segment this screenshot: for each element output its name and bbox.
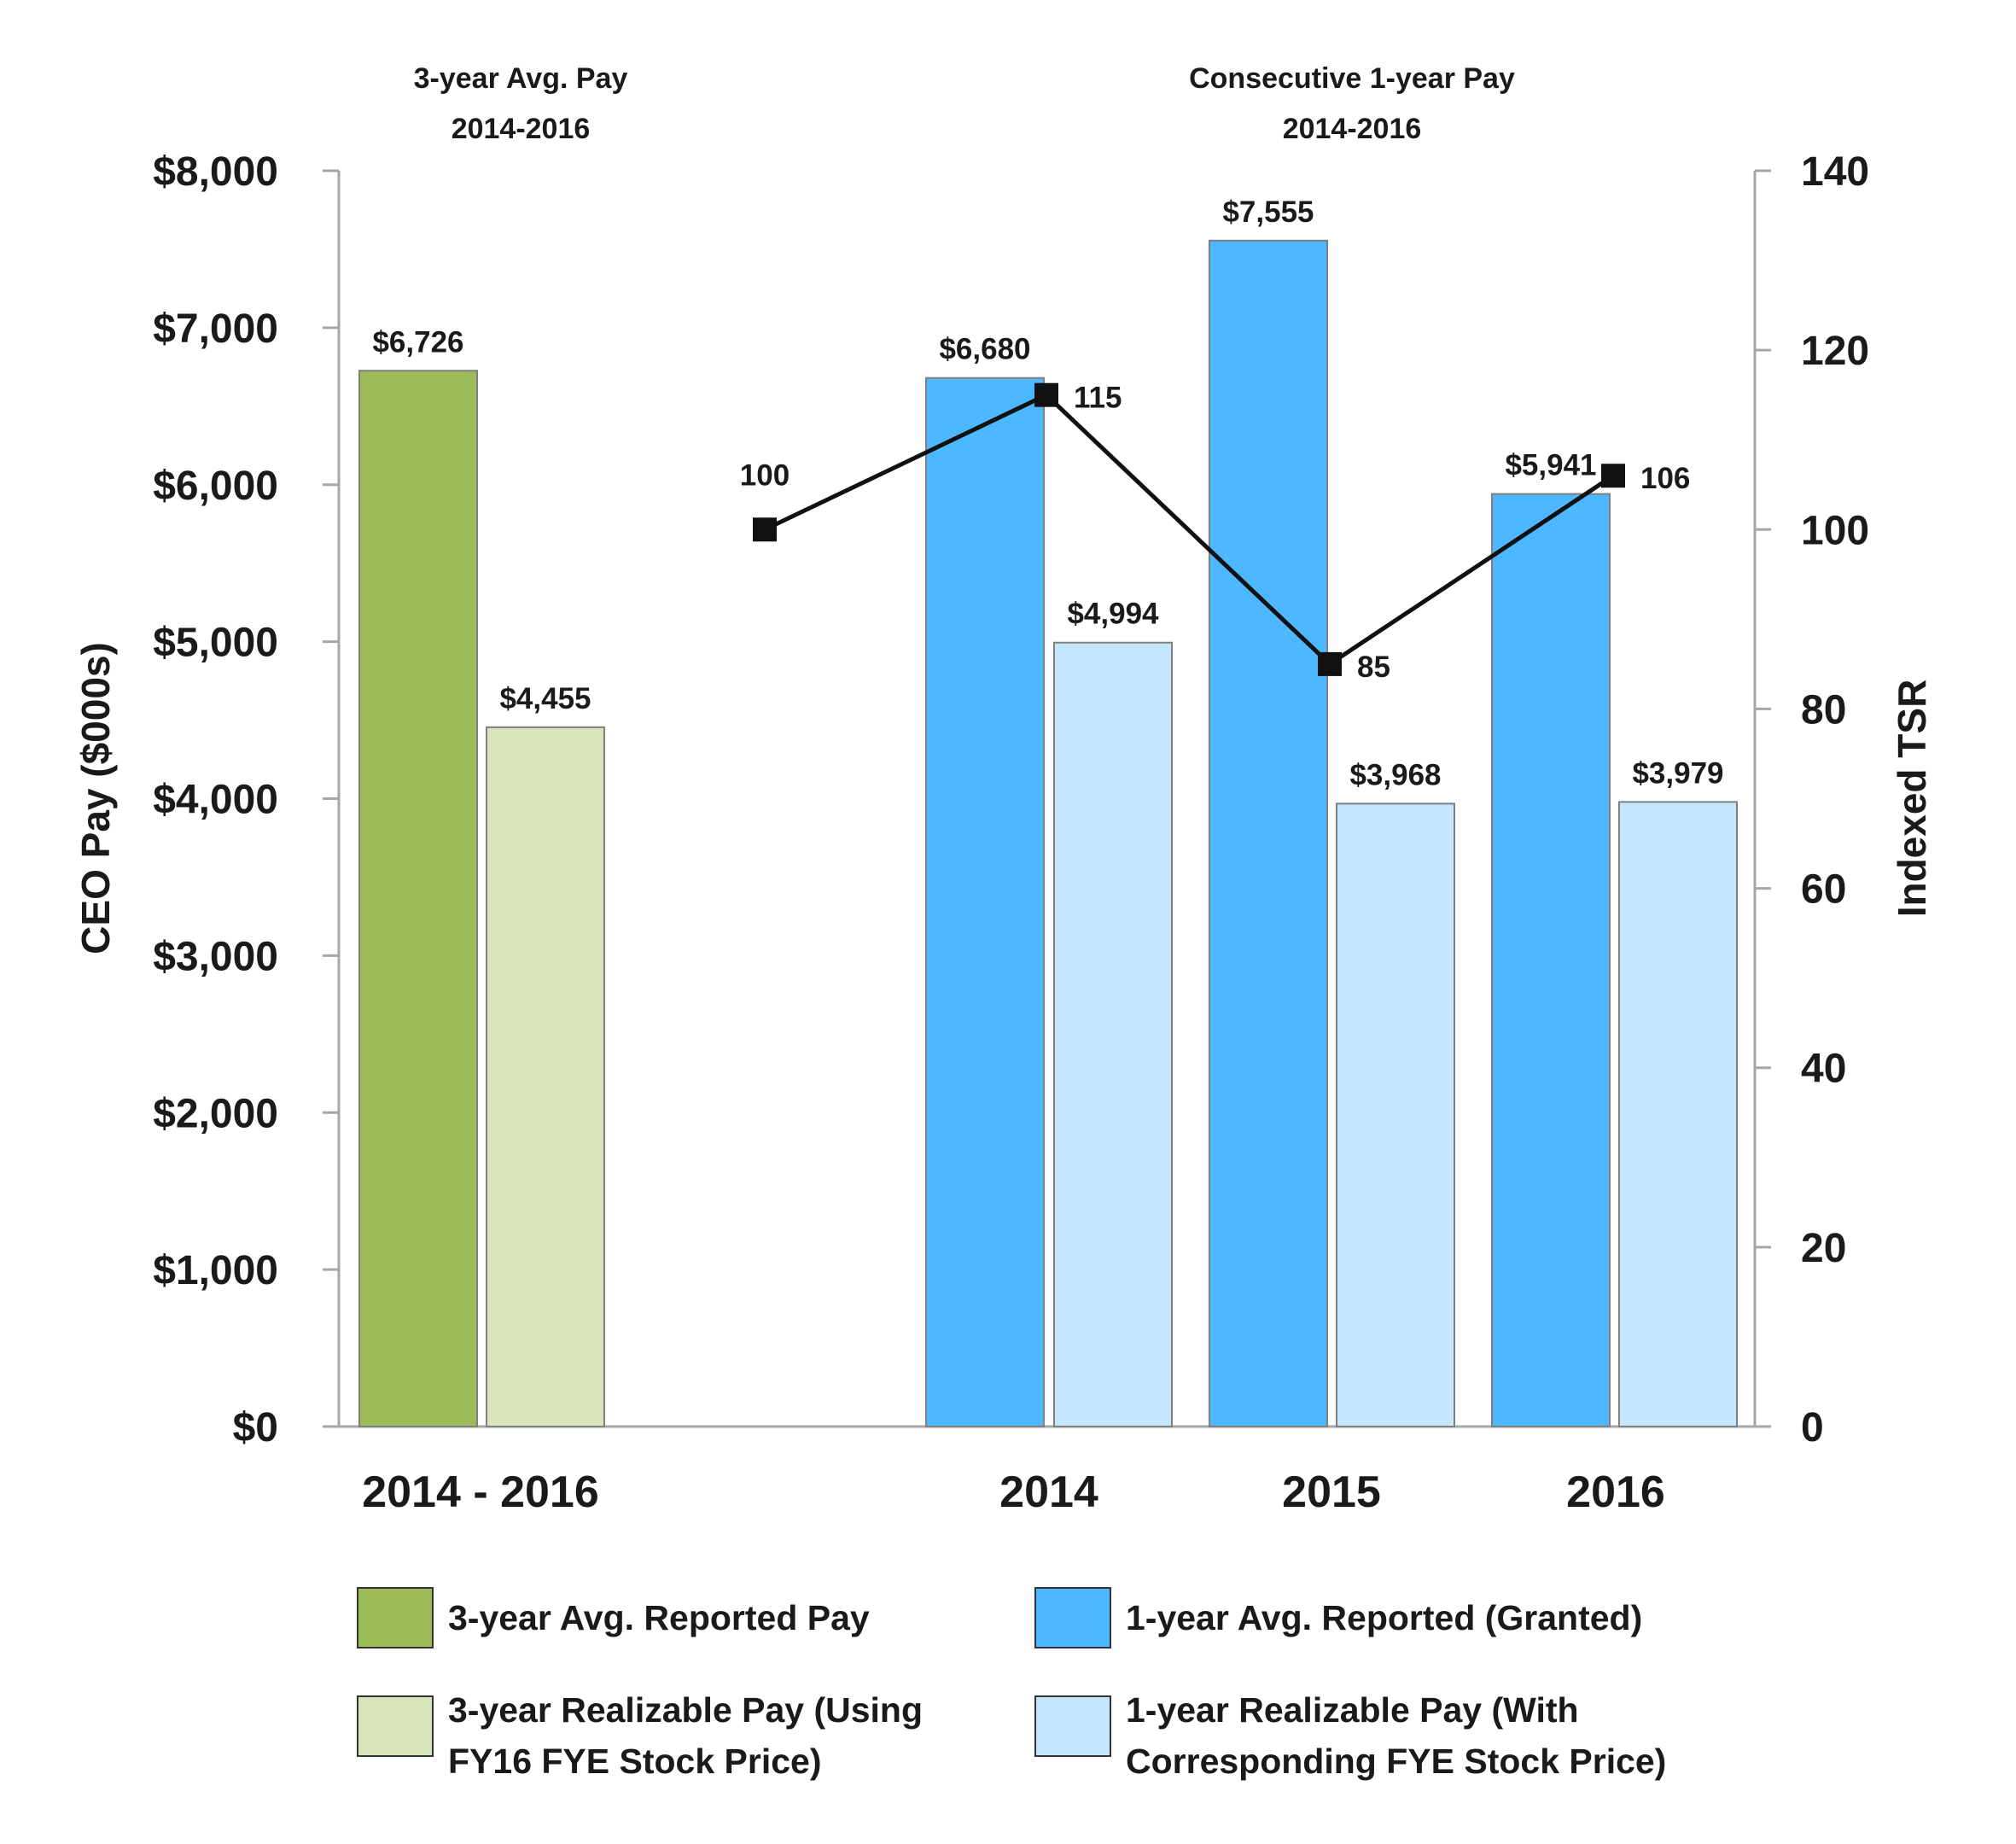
tsr-value-label: 85 [1357, 651, 1390, 684]
bar-value-label: $6,680 [939, 333, 1030, 366]
y-tick-label: $3,000 [153, 934, 278, 979]
y-axis-title: CEO Pay ($000s) [73, 642, 118, 954]
tsr-marker [1601, 464, 1625, 488]
y2-tick-label: 80 [1801, 687, 1846, 732]
bar-value-label: $5,941 [1505, 449, 1596, 482]
y-tick-label: $2,000 [153, 1091, 278, 1136]
bar-0-0 [358, 370, 478, 1428]
y2-tick-label: 60 [1801, 867, 1846, 913]
legend-swatch [1034, 1695, 1111, 1757]
x-category-label: 2016 [1566, 1468, 1665, 1517]
y-tick-label: $5,000 [153, 621, 278, 666]
tsr-value-label: 106 [1640, 462, 1690, 495]
bar-value-label: $4,994 [1067, 598, 1159, 631]
y2-tick-label: 40 [1801, 1047, 1846, 1092]
bar-2-1 [925, 376, 1045, 1428]
x-category-label: 2015 [1282, 1468, 1381, 1517]
legend-label: FY16 FYE Stock Price) [448, 1742, 822, 1781]
y2-tick-label: 140 [1801, 149, 1869, 195]
y2-tick-label: 100 [1801, 508, 1869, 553]
bar-3-1 [1053, 641, 1173, 1427]
bar-3-3 [1618, 801, 1738, 1427]
tsr-marker [1034, 382, 1058, 407]
bar-1-0 [486, 726, 605, 1427]
legend-swatch [1034, 1587, 1111, 1649]
y2-tick-label: 0 [1801, 1405, 1824, 1450]
group-title-1-line-1: 3-year Avg. Pay [414, 62, 628, 95]
group-title-1-line-2: 2014-2016 [452, 113, 591, 145]
legend-label: 3-year Avg. Reported Pay [448, 1598, 870, 1637]
y-tick-label: $4,000 [153, 778, 278, 823]
y-tick-label: $1,000 [153, 1248, 278, 1293]
tsr-line [763, 392, 1615, 668]
tsr-marker [753, 517, 777, 542]
bar-value-label: $3,979 [1632, 756, 1723, 790]
y-tick-label: $0 [233, 1405, 278, 1450]
bar-value-label: $7,555 [1222, 195, 1314, 229]
x-category-label: 2014 - 2016 [362, 1468, 599, 1517]
bar-value-label: $3,968 [1349, 758, 1441, 791]
x-category-label: 2014 [999, 1468, 1098, 1517]
y2-tick-label: 120 [1801, 329, 1869, 374]
bar-2-2 [1209, 239, 1328, 1428]
tsr-value-label: 100 [740, 458, 790, 492]
y-tick-label: $8,000 [153, 149, 278, 195]
group-title-2-line-2: 2014-2016 [1283, 113, 1422, 145]
bar-value-label: $4,455 [499, 682, 591, 715]
tsr-value-label: 115 [1074, 382, 1122, 415]
legend-swatch [357, 1695, 434, 1757]
y-tick-label: $6,000 [153, 464, 278, 509]
y2-axis-title: Indexed TSR [1890, 680, 1934, 918]
group-title-2-line-1: Consecutive 1-year Pay [1189, 62, 1515, 95]
bar-2-3 [1491, 493, 1611, 1427]
tsr-marker [1318, 651, 1342, 676]
legend-label: Corresponding FYE Stock Price) [1126, 1742, 1666, 1781]
legend-label: 1-year Avg. Reported (Granted) [1126, 1598, 1642, 1637]
legend-label: 3-year Realizable Pay (Using [448, 1690, 923, 1730]
legend-label: 1-year Realizable Pay (With [1126, 1690, 1579, 1730]
bar-value-label: $6,726 [372, 325, 463, 359]
bar-3-2 [1336, 802, 1455, 1427]
legend-swatch [357, 1587, 434, 1649]
y2-tick-label: 20 [1801, 1226, 1846, 1271]
y-tick-label: $7,000 [153, 306, 278, 352]
